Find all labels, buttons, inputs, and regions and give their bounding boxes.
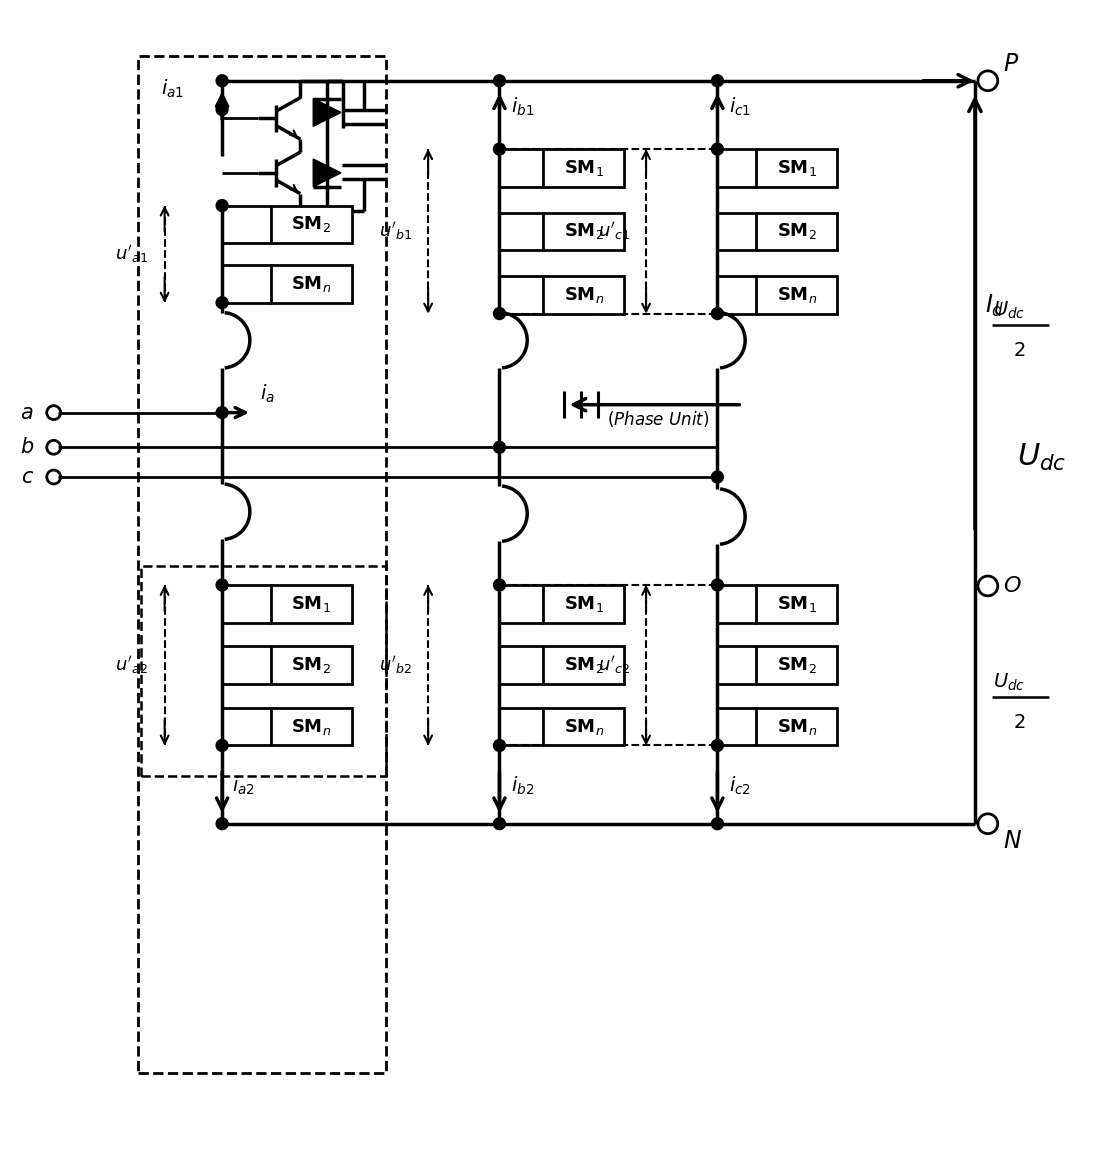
Text: $i_a$: $i_a$ — [260, 382, 274, 405]
FancyBboxPatch shape — [544, 212, 625, 251]
FancyBboxPatch shape — [757, 646, 838, 684]
Text: $(Phase\ Unit)$: $(Phase\ Unit)$ — [607, 408, 709, 428]
Text: $2$: $2$ — [1012, 342, 1024, 360]
Text: SM$_{1}$: SM$_{1}$ — [776, 157, 817, 178]
FancyBboxPatch shape — [757, 212, 838, 251]
FancyBboxPatch shape — [270, 205, 351, 244]
Text: $P$: $P$ — [1002, 51, 1019, 76]
FancyBboxPatch shape — [270, 708, 351, 745]
Text: SM$_{1}$: SM$_{1}$ — [563, 157, 604, 178]
Circle shape — [712, 308, 724, 319]
Text: $i_{a1}$: $i_{a1}$ — [160, 78, 183, 100]
FancyBboxPatch shape — [544, 585, 625, 623]
Text: SM$_{2}$: SM$_{2}$ — [776, 655, 817, 675]
Polygon shape — [313, 99, 341, 126]
Circle shape — [216, 104, 228, 115]
Text: $I_d$: $I_d$ — [985, 293, 1005, 319]
Text: SM$_{1}$: SM$_{1}$ — [776, 593, 817, 613]
Circle shape — [712, 817, 724, 830]
Text: SM$_{n}$: SM$_{n}$ — [776, 285, 817, 304]
Text: $2$: $2$ — [1012, 712, 1024, 732]
Circle shape — [493, 580, 505, 591]
Text: SM$_{n}$: SM$_{n}$ — [291, 717, 332, 737]
Text: $O$: $O$ — [1002, 576, 1021, 596]
Text: SM$_{2}$: SM$_{2}$ — [776, 222, 817, 241]
Text: $a$: $a$ — [21, 402, 34, 422]
FancyBboxPatch shape — [757, 149, 838, 187]
Text: $u'_{b1}$: $u'_{b1}$ — [379, 220, 412, 243]
Text: SM$_{n}$: SM$_{n}$ — [291, 274, 332, 294]
Text: $U_{dc}$: $U_{dc}$ — [993, 300, 1026, 322]
Text: $U_{dc}$: $U_{dc}$ — [993, 672, 1026, 693]
Text: $i_{b1}$: $i_{b1}$ — [512, 96, 535, 118]
FancyBboxPatch shape — [544, 149, 625, 187]
Text: $U_{dc}$: $U_{dc}$ — [1017, 442, 1066, 472]
Text: $i_{c1}$: $i_{c1}$ — [729, 96, 752, 118]
Text: $b$: $b$ — [20, 437, 34, 457]
Circle shape — [712, 143, 724, 155]
Circle shape — [493, 143, 505, 155]
Text: SM$_{n}$: SM$_{n}$ — [776, 717, 817, 737]
Circle shape — [712, 75, 724, 86]
Text: $u'_{b2}$: $u'_{b2}$ — [379, 654, 412, 676]
Text: $u'_{c1}$: $u'_{c1}$ — [598, 220, 630, 243]
Text: $N$: $N$ — [1002, 829, 1022, 852]
Circle shape — [493, 442, 505, 454]
Circle shape — [216, 75, 228, 86]
Text: SM$_{2}$: SM$_{2}$ — [291, 655, 332, 675]
Circle shape — [712, 580, 724, 591]
FancyBboxPatch shape — [270, 265, 351, 303]
Text: SM$_{1}$: SM$_{1}$ — [563, 593, 604, 613]
Text: SM$_{n}$: SM$_{n}$ — [563, 285, 604, 304]
Text: $i_{c2}$: $i_{c2}$ — [729, 775, 751, 798]
Circle shape — [493, 739, 505, 751]
Circle shape — [216, 817, 228, 830]
Circle shape — [216, 296, 228, 309]
Text: $u'_{a2}$: $u'_{a2}$ — [115, 654, 148, 676]
Text: SM$_{1}$: SM$_{1}$ — [291, 593, 332, 613]
Circle shape — [216, 199, 228, 211]
Text: SM$_{2}$: SM$_{2}$ — [563, 222, 604, 241]
Text: $i_{a2}$: $i_{a2}$ — [232, 775, 255, 798]
Circle shape — [216, 739, 228, 751]
Text: SM$_{2}$: SM$_{2}$ — [563, 655, 604, 675]
FancyBboxPatch shape — [544, 276, 625, 314]
FancyBboxPatch shape — [757, 585, 838, 623]
Circle shape — [216, 407, 228, 419]
Polygon shape — [313, 159, 341, 187]
FancyBboxPatch shape — [270, 585, 351, 623]
Circle shape — [216, 580, 228, 591]
Text: $u'_{c2}$: $u'_{c2}$ — [598, 654, 630, 676]
FancyBboxPatch shape — [757, 276, 838, 314]
Text: $u'_{a1}$: $u'_{a1}$ — [115, 244, 148, 265]
Circle shape — [493, 308, 505, 319]
Text: $c$: $c$ — [21, 468, 34, 487]
FancyBboxPatch shape — [270, 646, 351, 684]
Text: $i_{b2}$: $i_{b2}$ — [512, 775, 535, 798]
FancyBboxPatch shape — [544, 708, 625, 745]
Circle shape — [493, 817, 505, 830]
FancyBboxPatch shape — [544, 646, 625, 684]
Circle shape — [712, 739, 724, 751]
Circle shape — [493, 75, 505, 86]
FancyBboxPatch shape — [757, 708, 838, 745]
Circle shape — [712, 471, 724, 483]
Text: SM$_{2}$: SM$_{2}$ — [291, 215, 332, 234]
Text: SM$_{n}$: SM$_{n}$ — [563, 717, 604, 737]
